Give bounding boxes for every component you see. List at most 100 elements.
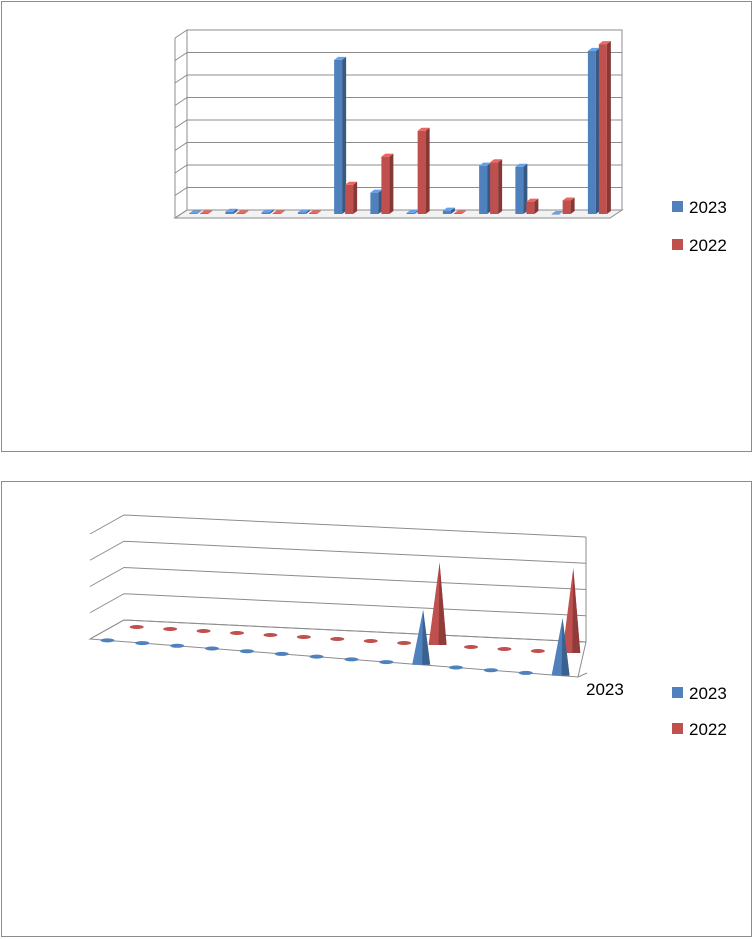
bar-front [334, 59, 343, 214]
cone-2022-13 [530, 649, 545, 653]
cone-base [100, 638, 115, 643]
legend-label-2023: 2023 [689, 684, 727, 703]
gridline [174, 74, 622, 84]
depth-axis-label: 2023 [586, 680, 624, 699]
cone-2023-13 [518, 670, 533, 675]
cone-base [163, 627, 178, 631]
bar-2023-9 [479, 162, 492, 214]
cone-2022-10 [428, 562, 447, 645]
bar-top [334, 56, 347, 60]
bar-front [442, 210, 451, 214]
cone-2022-2 [163, 627, 178, 631]
depth-axis-line [577, 672, 588, 678]
bar-front [381, 156, 390, 214]
cone-base [344, 657, 359, 662]
cone-2023-14 [551, 618, 570, 676]
gridline [174, 52, 622, 61]
bar-front [406, 212, 415, 214]
cone-2022-8 [363, 639, 378, 643]
bar-front [598, 44, 607, 214]
bar-side [316, 210, 321, 214]
bar-side [570, 197, 575, 214]
cone-base [330, 637, 345, 641]
legend: 2023 2022 [672, 198, 727, 255]
cone-base [449, 665, 463, 670]
bar-top [225, 208, 238, 212]
bar-front [272, 213, 281, 214]
bar-front [261, 212, 270, 214]
bar-chart-top: 2023 2022 [173, 29, 727, 255]
gridlines [173, 29, 624, 219]
cone-2023-8 [344, 657, 359, 662]
gridline [89, 593, 587, 617]
cones [100, 562, 581, 676]
bar-top [479, 162, 492, 166]
bar-side [233, 208, 238, 214]
bar-front [417, 130, 426, 214]
cone-base [170, 643, 185, 648]
cone-shade [438, 562, 447, 645]
cone-2022-11 [464, 645, 478, 649]
bar-2022-1 [200, 210, 213, 214]
cone-2023-4 [205, 646, 219, 651]
bar-front [200, 213, 209, 214]
legend-label-2023: 2023 [689, 198, 727, 217]
bar-top [236, 210, 249, 214]
cone-2022-12 [497, 647, 512, 651]
bar-2022-12 [598, 41, 611, 214]
cone-base [230, 631, 244, 635]
bars [189, 41, 611, 215]
cone-base [363, 639, 378, 643]
bar-top [551, 211, 564, 214]
cone-base [464, 645, 478, 649]
bar-2023-5 [334, 56, 347, 214]
bar-top [442, 207, 455, 211]
axes [174, 38, 610, 219]
cone-base [263, 633, 278, 637]
bar-top [526, 198, 539, 202]
cone-base [135, 641, 150, 646]
gridline [89, 514, 587, 538]
cone-base [205, 646, 219, 651]
legend-swatch-2023 [672, 687, 683, 698]
bar-top [562, 197, 575, 201]
bar-2022-9 [490, 159, 503, 214]
cone-2022-1 [129, 625, 144, 629]
gridline [89, 540, 587, 564]
gridline [174, 209, 622, 219]
legend-swatch-2023 [672, 201, 683, 212]
bar-2022-3 [272, 210, 285, 214]
bar-side [425, 127, 430, 214]
gridline [174, 119, 622, 129]
chart-panel-bottom: 2023 2023 2022 [1, 481, 752, 937]
cone-base [397, 641, 412, 645]
legend-label-2022: 2022 [689, 236, 727, 255]
bar-2023-8 [442, 207, 455, 214]
bar-front [587, 50, 596, 214]
legend: 2023 2022 [672, 684, 727, 739]
bar-side [461, 210, 466, 214]
gridline [174, 187, 622, 196]
bar-side [280, 210, 285, 214]
bar-2022-5 [345, 181, 358, 214]
bar-front [453, 213, 462, 214]
bar-front [236, 213, 245, 214]
bar-side [269, 209, 274, 214]
bar-chart-3d-bottom: 2023 2023 2022 [88, 514, 727, 739]
gridline [174, 142, 622, 151]
gridlines [88, 514, 588, 678]
bar-side [606, 41, 611, 214]
bar-top [370, 189, 383, 193]
bar-2023-6 [370, 189, 383, 214]
bar-front [225, 211, 234, 214]
bar-2022-2 [236, 210, 249, 214]
gridline [174, 97, 622, 106]
bar-side [197, 210, 202, 214]
cone-2023-1 [100, 638, 115, 643]
bar-2023-3 [261, 209, 274, 214]
cone-2023-12 [483, 668, 498, 673]
cone-2023-9 [379, 660, 394, 665]
bar-top [272, 210, 285, 214]
bar-top [406, 209, 419, 213]
bar-side [450, 207, 455, 214]
